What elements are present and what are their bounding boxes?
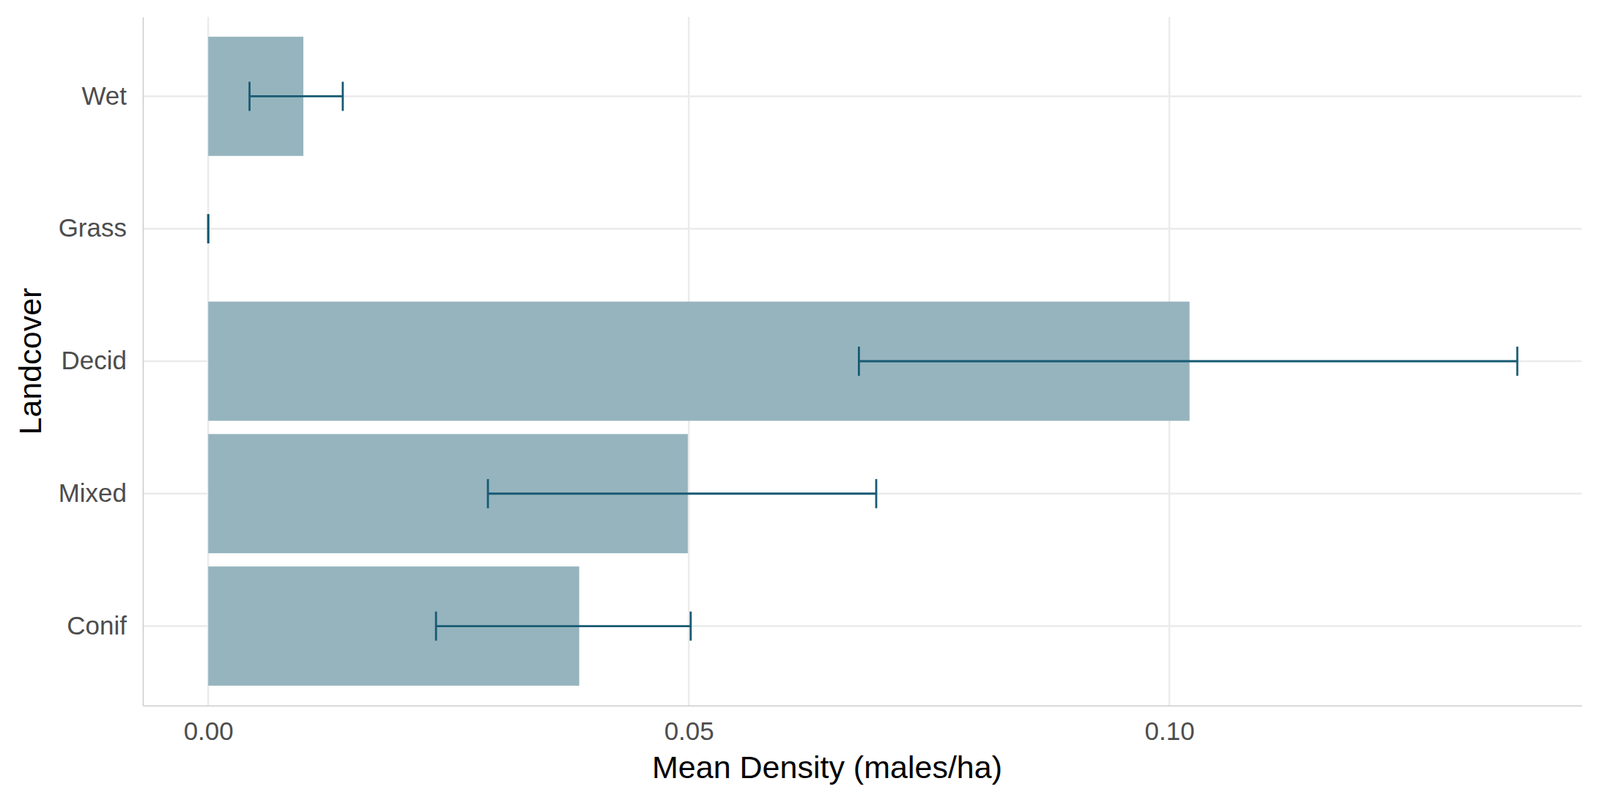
y-tick-label: Grass [58, 213, 127, 242]
y-axis: Conif Mixed Decid Grass Wet [58, 17, 144, 707]
error-bar-cap [487, 479, 490, 509]
x-tick-label: 0.00 [183, 716, 234, 746]
error-bar [487, 479, 877, 509]
error-bar [249, 82, 343, 112]
error-bar-line [249, 95, 343, 98]
y-axis-title: Landcover [12, 287, 48, 436]
error-bar-cap [435, 611, 438, 642]
x-tick-label: 0.05 [664, 716, 715, 746]
error-bar-cap [248, 82, 251, 112]
grid [142, 16, 1582, 706]
y-tick-label: Conif [66, 610, 127, 640]
plot-area [208, 36, 1518, 686]
y-grid-line [142, 95, 1582, 98]
error-bar-cap [875, 479, 878, 509]
chart: 0.00 0.05 0.10 Conif Mixed Decid Grass Wet Mean … [0, 0, 1600, 803]
y-tick: Decid [61, 345, 143, 375]
y-grid-line [142, 227, 1582, 231]
y-tick-label: Mixed [58, 478, 127, 507]
error-bar [208, 213, 209, 244]
error-bar-cap [857, 346, 861, 376]
x-axis-title: Mean Density (males/ha) [652, 749, 1003, 785]
x-tick: 0.05 [664, 705, 715, 746]
error-bar-cap [207, 213, 210, 244]
error-bar-line [487, 492, 877, 495]
x-axis-line [143, 705, 1583, 707]
x-tick: 0.10 [1145, 705, 1195, 746]
y-tick: Conif [66, 610, 143, 640]
error-bar [858, 346, 1518, 376]
y-tick: Grass [58, 213, 143, 242]
error-bar-cap [1516, 346, 1519, 376]
y-tick-label: Wet [81, 81, 127, 110]
y-axis-line [142, 17, 145, 707]
x-axis: 0.00 0.05 0.10 [143, 705, 1583, 746]
bar [208, 169, 209, 289]
y-tick: Mixed [58, 478, 143, 507]
y-tick: Wet [81, 81, 143, 110]
error-bar [435, 611, 691, 642]
error-bar-cap [689, 611, 692, 642]
error-bar-cap [341, 82, 344, 112]
x-tick-label: 0.10 [1145, 716, 1195, 746]
y-tick-label: Decid [61, 345, 127, 375]
error-bar-line [858, 360, 1518, 363]
error-bar-line [435, 624, 691, 628]
error-bar-cap [207, 213, 210, 244]
x-tick: 0.00 [183, 705, 234, 746]
